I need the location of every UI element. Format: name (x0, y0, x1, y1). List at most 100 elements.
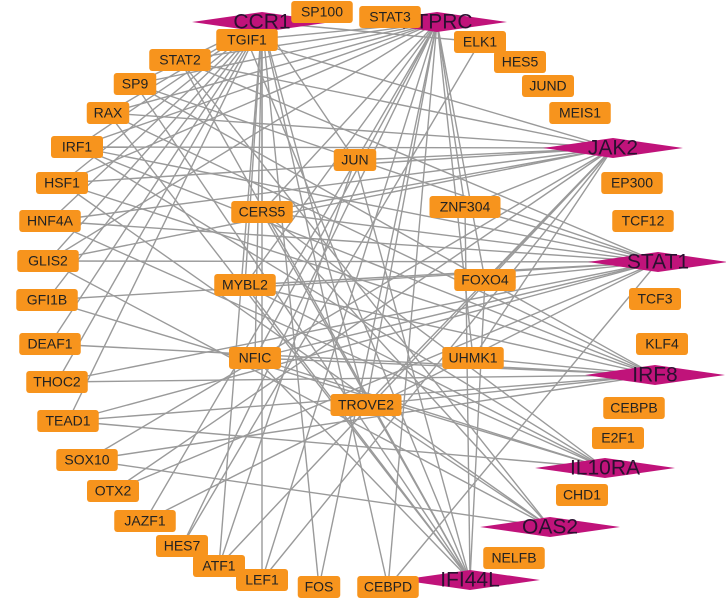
edge (354, 159, 471, 581)
edge (76, 146, 656, 376)
edge (107, 112, 656, 376)
node: STAT2 (149, 49, 211, 71)
edge (261, 211, 659, 263)
node: STAT3 (359, 6, 421, 28)
tf-label: NELFB (491, 550, 536, 566)
tf-label: DEAF1 (27, 336, 72, 352)
node: HNF4A (19, 210, 81, 232)
node: JUN (333, 149, 377, 171)
edge (76, 146, 606, 469)
tf-box (149, 49, 211, 71)
edge (107, 21, 438, 114)
tf-box (636, 333, 688, 355)
edge (56, 21, 263, 383)
node: GFI1B (16, 289, 78, 311)
hub-diamond (535, 458, 675, 478)
tf-label: ZNF304 (440, 199, 491, 215)
edge (261, 211, 606, 469)
node: HES5 (494, 51, 546, 73)
node: IRF1 (51, 136, 103, 158)
edge (179, 21, 438, 61)
node: NFIC (229, 347, 281, 369)
edge (246, 39, 471, 581)
tf-box (556, 484, 608, 506)
tf-box (16, 289, 78, 311)
tf-label: CEBPD (364, 579, 412, 595)
edge (86, 374, 656, 461)
edge (47, 260, 551, 528)
node: FOS (297, 576, 341, 598)
node: IL10RA (535, 457, 675, 480)
edge (61, 182, 656, 376)
tf-label: SOX10 (64, 452, 109, 468)
tf-box (19, 333, 81, 355)
tf-box (592, 427, 644, 449)
tf-box (19, 210, 81, 232)
edge (47, 21, 438, 262)
hub-diamond (585, 365, 725, 385)
tf-label: TGIF1 (227, 32, 267, 48)
tf-label: HES5 (502, 54, 539, 70)
node: MEIS1 (549, 102, 611, 124)
tf-box (51, 136, 103, 158)
tf-box (291, 1, 353, 23)
tf-box (603, 397, 665, 419)
node: LEF1 (236, 569, 288, 591)
edge (261, 21, 367, 406)
tf-label: TROVE2 (338, 397, 394, 413)
edge (47, 21, 263, 262)
tf-box (522, 75, 574, 97)
tf-label: RAX (94, 105, 123, 121)
hub-label: IRF8 (632, 364, 678, 387)
edge (464, 206, 471, 581)
edge (144, 261, 659, 522)
node: UHMK1 (442, 347, 504, 369)
node: CEBPB (603, 397, 665, 419)
tf-label: FOS (305, 579, 334, 595)
tf-label: LEF1 (245, 572, 279, 588)
node: SP100 (291, 1, 353, 23)
tf-label: TCF3 (638, 291, 673, 307)
edge (67, 420, 606, 469)
node: IFI44L (400, 569, 540, 592)
node: GLIS2 (17, 250, 79, 272)
node: SOX10 (56, 449, 118, 471)
tf-label: JUND (529, 78, 566, 94)
tf-label: ATF1 (202, 558, 235, 574)
tf-box (454, 269, 516, 291)
edge (49, 21, 263, 345)
tf-box (357, 576, 419, 598)
tf-label: HNF4A (27, 213, 74, 229)
tf-box (330, 394, 402, 416)
tf-box (214, 274, 276, 296)
edge (144, 21, 438, 522)
edge (179, 59, 659, 263)
tf-label: CEBPB (610, 400, 657, 416)
tf-box (113, 73, 157, 95)
node-layer: CCR1 PTPRCJAK2STAT1IRF8IL10RAOAS2IFI44LSP… (16, 1, 726, 598)
edge (436, 21, 486, 281)
hub-label: IL10RA (570, 457, 640, 480)
tf-label: FOXO4 (461, 272, 509, 288)
node: KLF4 (636, 333, 688, 355)
tf-label: E2F1 (601, 430, 635, 446)
tf-box (156, 535, 208, 557)
node: DEAF1 (19, 333, 81, 355)
hub-diamond (588, 252, 726, 272)
node: FOXO4 (454, 269, 516, 291)
tf-label: MYBL2 (222, 277, 268, 293)
node: TGIF1 (216, 29, 278, 51)
node: TROVE2 (330, 394, 402, 416)
tf-label: GLIS2 (28, 253, 68, 269)
tf-box (483, 547, 545, 569)
edge (244, 284, 606, 469)
tf-label: THOC2 (33, 374, 81, 390)
edge (261, 147, 614, 213)
edge (134, 83, 471, 581)
edge (86, 147, 614, 461)
tf-label: ELK1 (463, 34, 497, 50)
tf-box (86, 102, 130, 124)
edge (365, 404, 551, 528)
edge (254, 357, 606, 469)
node: ATF1 (193, 555, 245, 577)
